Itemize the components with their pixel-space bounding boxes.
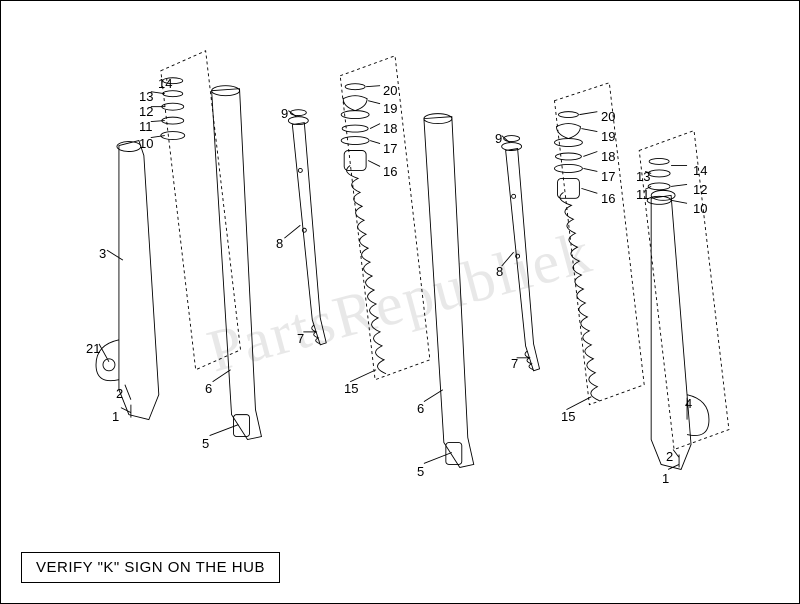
callout-11: 11 [636,187,650,202]
callout-2: 2 [666,449,673,464]
left-slider [96,141,159,420]
callout-1: 1 [662,471,669,486]
left-damper-rod [288,110,326,345]
callout-6: 6 [417,401,424,416]
callout-17: 17 [383,141,397,156]
diagram-container: PartsRepubliek [0,0,800,604]
callout-3: 3 [99,246,106,261]
callout-9: 9 [281,106,288,121]
right-inner-tube [424,114,474,468]
callout-19: 19 [383,101,397,116]
callout-5: 5 [202,436,209,451]
callout-12: 12 [139,104,153,119]
callout-10: 10 [693,201,707,216]
callout-12: 12 [693,182,707,197]
callout-11: 11 [139,119,153,134]
fork-diagram [1,1,799,603]
callout-5: 5 [417,464,424,479]
callout-8: 8 [276,236,283,251]
callout-6: 6 [205,381,212,396]
callout-13: 13 [636,169,650,184]
callout-15: 15 [344,381,358,396]
note-box: VERIFY "K" SIGN ON THE HUB [21,552,280,583]
callout-15: 15 [561,409,575,424]
callout-16: 16 [383,164,397,179]
callout-16: 16 [601,191,615,206]
callout-21: 21 [86,341,100,356]
callout-20: 20 [383,83,397,98]
callout-4: 4 [685,396,692,411]
callout-18: 18 [601,149,615,164]
right-main-spring [560,192,599,400]
right-damper-rod [502,136,540,371]
callout-7: 7 [297,331,304,346]
callout-17: 17 [601,169,615,184]
callout-19: 19 [601,129,615,144]
right-slider [651,190,709,469]
left-inner-tube [212,86,262,440]
left-main-spring [347,165,386,373]
callout-2: 2 [116,386,123,401]
callout-20: 20 [601,109,615,124]
callout-14: 14 [158,76,172,91]
callout-10: 10 [139,136,153,151]
callout-9: 9 [495,131,502,146]
callout-14: 14 [693,163,707,178]
callout-7: 7 [511,356,518,371]
callout-18: 18 [383,121,397,136]
callout-8: 8 [496,264,503,279]
callout-13: 13 [139,89,153,104]
callout-1: 1 [112,409,119,424]
